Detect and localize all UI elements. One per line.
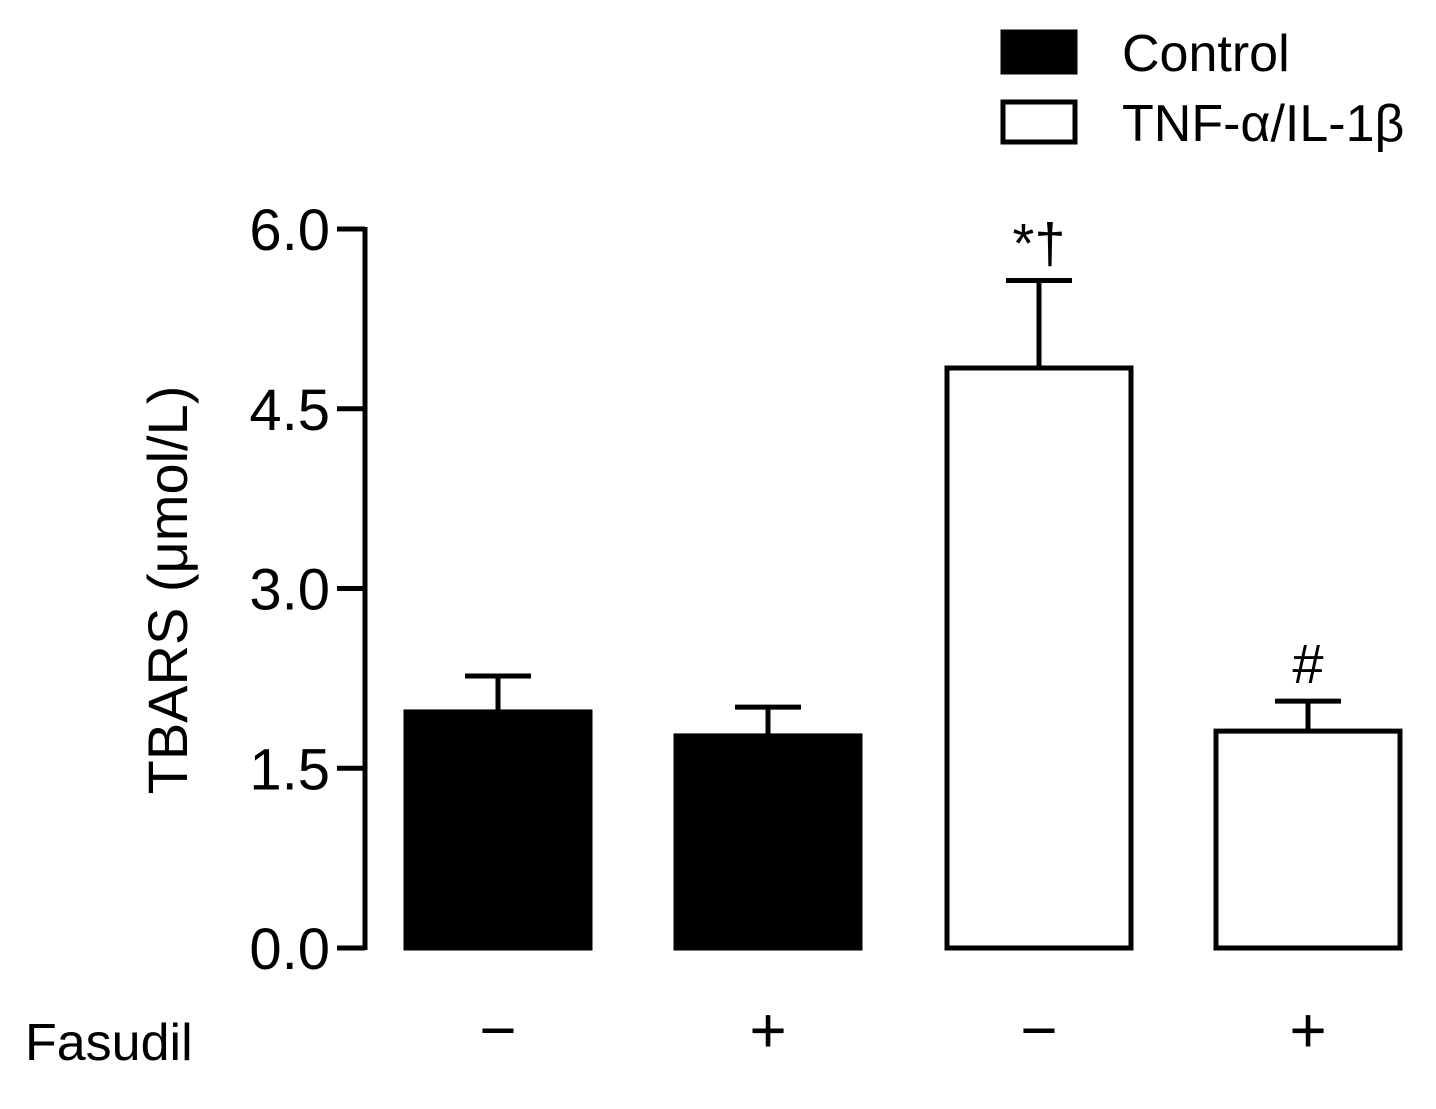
y-axis-label: TBARS (μmol/L) [136,386,199,795]
significance-annotation: *† [1013,212,1066,275]
bar-group [673,704,863,951]
y-tick-label: 3.0 [249,558,330,623]
fasudil-sign: − [1020,994,1057,1066]
y-tick-label: 1.5 [249,737,330,802]
fasudil-sign: − [479,994,516,1066]
fasudil-signs: − + − + [479,994,1326,1066]
legend-swatch [1000,99,1078,145]
y-axis: 0.0 1.5 3.0 4.5 6.0 [249,198,368,982]
significance-annotation: # [1292,632,1323,695]
bar [944,365,1134,951]
bar-group: # [1213,632,1403,951]
y-tick-label: 6.0 [249,198,330,263]
y-tick-label: 4.5 [249,378,330,443]
legend-label: TNF-α/IL-1β [1122,95,1404,153]
bar-group [403,673,593,951]
fasudil-sign: + [749,994,786,1066]
y-tick-label: 0.0 [249,917,330,982]
bar-group: *† [944,212,1134,951]
bar [673,733,863,951]
bars: *† # [403,212,1403,951]
fasudil-row-label: Fasudil [25,1014,193,1072]
bar [403,709,593,951]
fasudil-sign: + [1289,994,1326,1066]
bar [1213,728,1403,951]
legend-swatch [1000,29,1078,75]
legend-label: Control [1122,25,1290,83]
legend: Control TNF-α/IL-1β [1000,25,1404,153]
